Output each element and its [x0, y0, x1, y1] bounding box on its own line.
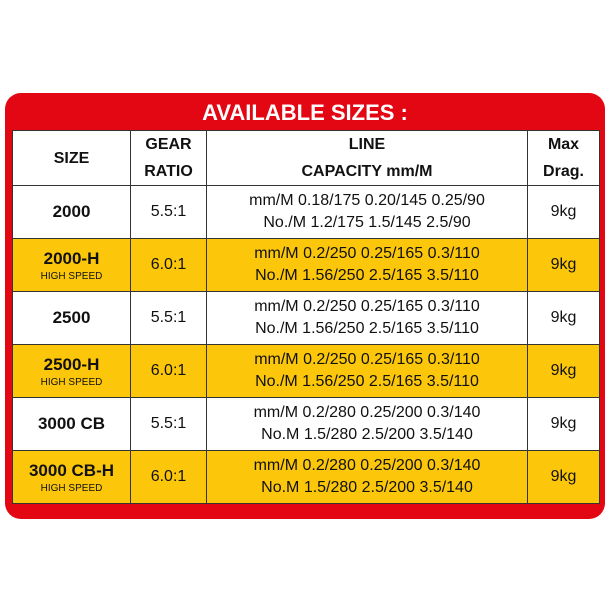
size-cell: 2500 [12, 291, 131, 345]
gear-ratio-cell: 5.5:1 [130, 185, 207, 239]
max-drag-cell: 9kg [527, 344, 600, 398]
size-cell: 2000-H HIGH SPEED [12, 238, 131, 292]
gear-ratio-cell: 5.5:1 [130, 291, 207, 345]
gear-ratio-cell: 6.0:1 [130, 344, 207, 398]
max-drag-cell: 9kg [527, 238, 600, 292]
size-cell: 3000 CB-H HIGH SPEED [12, 450, 131, 504]
size-value: 2000-H [43, 249, 100, 268]
size-cell: 3000 CB [12, 397, 131, 451]
max-drag-cell: 9kg [527, 397, 600, 451]
capacity-no: No./M 1.56/250 2.5/165 3.5/110 [255, 320, 479, 337]
gear-ratio-cell: 5.5:1 [130, 397, 207, 451]
header-line-capacity: LINE CAPACITY mm/M [206, 130, 528, 186]
capacity-mm: mm/M 0.2/250 0.25/165 0.3/110 [254, 298, 480, 315]
capacity-mm: mm/M 0.2/280 0.25/200 0.3/140 [253, 404, 481, 421]
header-size: SIZE [12, 130, 131, 186]
capacity-no: No./M 1.56/250 2.5/165 3.5/110 [255, 373, 479, 390]
size-subtitle: HIGH SPEED [40, 483, 103, 494]
size-cell: 2000 [12, 185, 131, 239]
table-row: 3000 CB-H HIGH SPEED 6.0:1 mm/M 0.2/280 0.2… [12, 450, 600, 504]
header-gear-ratio: GEAR RATIO [130, 130, 207, 186]
max-drag-cell: 9kg [527, 185, 600, 239]
size-cell: 2500-H HIGH SPEED [12, 344, 131, 398]
line-capacity-cell: mm/M 0.2/250 0.25/165 0.3/110 No./M 1.56/… [206, 291, 528, 345]
table-row: 2500 5.5:1 mm/M 0.2/250 0.25/165 0.3/110 No… [12, 291, 600, 345]
capacity-mm: mm/M 0.2/280 0.25/200 0.3/140 [253, 457, 481, 474]
line-capacity-cell: mm/M 0.2/250 0.25/165 0.3/110 No./M 1.56/… [206, 238, 528, 292]
size-value: 3000 CB [37, 413, 106, 433]
max-drag-cell: 9kg [527, 450, 600, 504]
line-capacity-cell: mm/M 0.2/250 0.25/165 0.3/110 No./M 1.56/… [206, 344, 528, 398]
capacity-no: No./M 1.2/175 1.5/145 2.5/90 [263, 214, 471, 231]
max-drag-cell: 9kg [527, 291, 600, 345]
header-max-drag: Max Drag. [527, 130, 600, 186]
table-row: 2000 5.5:1 mm/M 0.18/175 0.20/145 0.25/90 N… [12, 185, 600, 239]
size-value: 2500-H [43, 355, 100, 374]
line-capacity-cell: mm/M 0.2/280 0.25/200 0.3/140 No.M 1.5/28… [206, 450, 528, 504]
table-row: 3000 CB 5.5:1 mm/M 0.2/280 0.25/200 0.3/14… [12, 397, 600, 451]
sizes-panel: AVAILABLE SIZES : SIZE GEAR RATIO LINE CAP… [5, 93, 605, 519]
table-row: 2000-H HIGH SPEED 6.0:1 mm/M 0.2/250 0.25/1… [12, 238, 600, 292]
table-row: 2500-H HIGH SPEED 6.0:1 mm/M 0.2/250 0.25/1… [12, 344, 600, 398]
size-value: 3000 CB-H [28, 461, 115, 480]
capacity-no: No.M 1.5/280 2.5/200 3.5/140 [261, 479, 473, 496]
gear-ratio-cell: 6.0:1 [130, 238, 207, 292]
capacity-mm: mm/M 0.2/250 0.25/165 0.3/110 [254, 245, 480, 262]
size-value: 2000 [52, 201, 91, 221]
line-capacity-cell: mm/M 0.2/280 0.25/200 0.3/140 No.M 1.5/28… [206, 397, 528, 451]
panel-title: AVAILABLE SIZES : [202, 100, 408, 125]
table-header-row: SIZE GEAR RATIO LINE CAPACITY mm/M Max Drag… [12, 130, 600, 186]
sizes-table: SIZE GEAR RATIO LINE CAPACITY mm/M Max Drag… [12, 130, 600, 504]
capacity-mm: mm/M 0.2/250 0.25/165 0.3/110 [254, 351, 480, 368]
capacity-mm: mm/M 0.18/175 0.20/145 0.25/90 [249, 192, 485, 209]
line-capacity-cell: mm/M 0.18/175 0.20/145 0.25/90 No./M 1.2/… [206, 185, 528, 239]
size-value: 2500 [52, 307, 91, 327]
capacity-no: No.M 1.5/280 2.5/200 3.5/140 [261, 426, 473, 443]
size-subtitle: HIGH SPEED [40, 377, 103, 388]
gear-ratio-cell: 6.0:1 [130, 450, 207, 504]
size-subtitle: HIGH SPEED [40, 271, 103, 282]
capacity-no: No./M 1.56/250 2.5/165 3.5/110 [255, 267, 479, 284]
